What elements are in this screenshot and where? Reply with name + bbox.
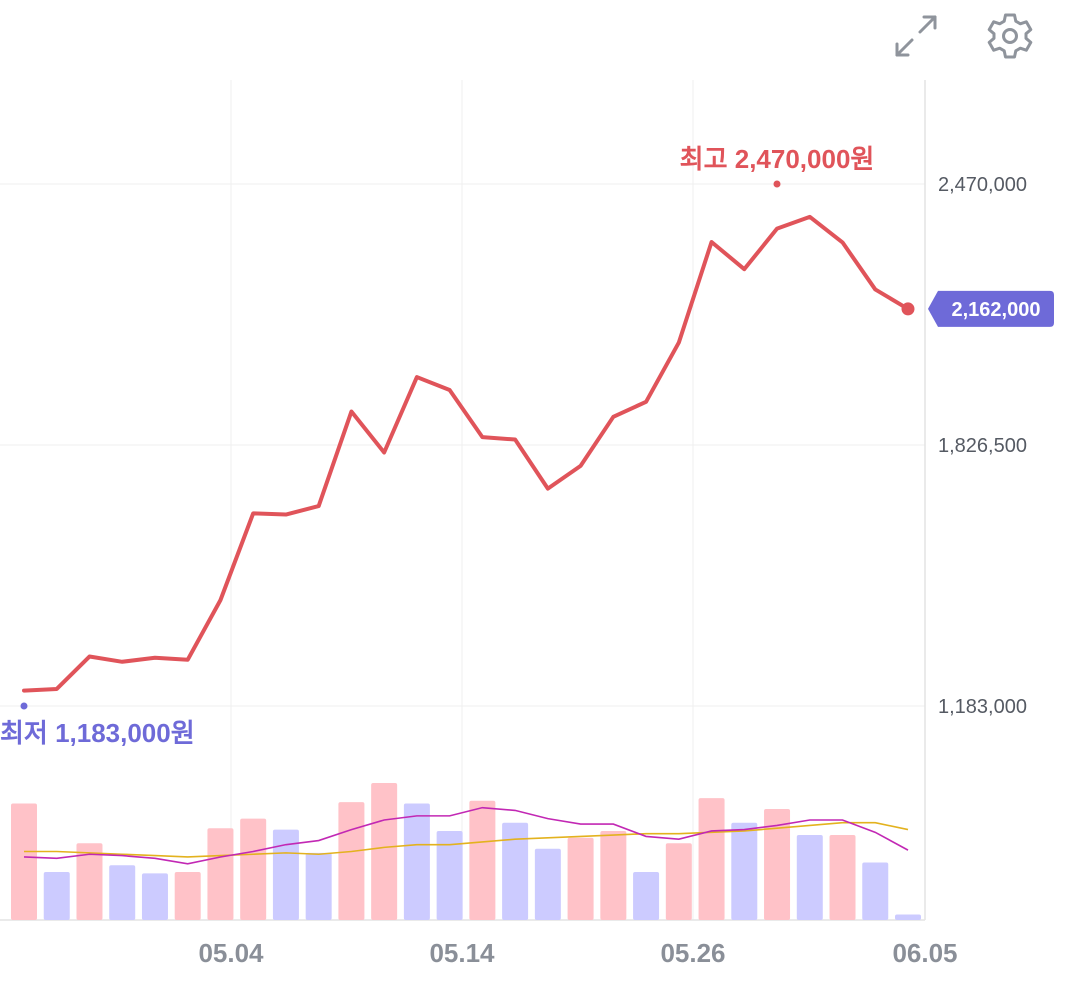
volume-bar (371, 783, 398, 920)
volume-bar (600, 830, 627, 920)
volume-bar (534, 848, 561, 920)
price-line (22, 214, 910, 693)
volume-bar (698, 798, 725, 920)
volume-bar (895, 914, 921, 920)
volume-bar (403, 803, 430, 920)
volume-bar (567, 837, 594, 920)
volume-bar (305, 852, 332, 920)
low-label: 최저 1,183,000원 (0, 718, 195, 748)
y-tick-label: 1,826,500 (938, 435, 1027, 457)
volume-bar (272, 829, 299, 920)
expand-button[interactable] (888, 8, 944, 64)
settings-button[interactable] (982, 8, 1038, 64)
volume-bar (174, 872, 201, 920)
grid-lines (0, 80, 926, 921)
x-axis: 05.04 05.14 05.26 06.05 (198, 938, 957, 968)
x-tick-label: 05.14 (429, 938, 495, 968)
volume-bar (731, 822, 758, 920)
volume-bar (436, 830, 463, 920)
price-series (22, 214, 915, 693)
volume-bar (665, 843, 692, 920)
volume-bar (862, 862, 889, 920)
current-price-badge (928, 290, 1054, 327)
current-price-label: 2,162,000 (952, 299, 1041, 321)
volume-bar (764, 809, 791, 920)
volume-bar (11, 803, 37, 920)
current-price-point (901, 302, 915, 316)
x-tick-label: 05.04 (198, 938, 264, 968)
x-tick-label: 06.05 (892, 938, 957, 968)
volume-ma-long-line (24, 821, 909, 858)
volume-bar (43, 872, 70, 920)
volume-bar (829, 835, 856, 920)
x-tick-label: 05.26 (660, 938, 725, 968)
y-tick-label: 2,470,000 (938, 174, 1027, 196)
volume-bar (633, 872, 660, 920)
low-marker (20, 702, 28, 710)
volume-bar (207, 828, 234, 920)
high-label: 최고 2,470,000원 (680, 144, 875, 174)
y-axis: 2,470,000 1,826,500 1,183,000 (938, 174, 1027, 718)
volume-bar (502, 822, 529, 920)
y-tick-label: 1,183,000 (938, 696, 1027, 718)
volume-moving-averages (23, 806, 909, 865)
volume-ma-short-line (23, 806, 909, 865)
volume-bar (109, 865, 136, 920)
volume-bar (240, 818, 267, 920)
expand-arrows-icon (895, 15, 937, 57)
gear-icon (987, 13, 1033, 59)
volume-bars (11, 783, 921, 920)
high-marker (773, 180, 781, 188)
volume-bar (796, 835, 823, 920)
volume-bar (469, 800, 496, 920)
volume-bar (338, 802, 365, 920)
volume-bar (141, 873, 168, 920)
volume-bar (76, 843, 103, 920)
